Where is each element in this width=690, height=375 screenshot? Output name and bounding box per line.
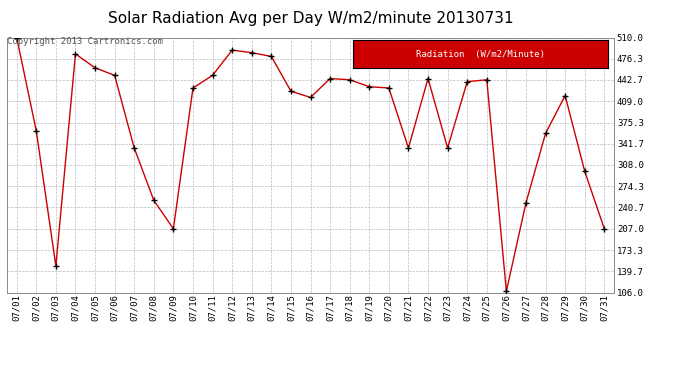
Text: Copyright 2013 Cartronics.com: Copyright 2013 Cartronics.com bbox=[7, 38, 163, 46]
Text: Solar Radiation Avg per Day W/m2/minute 20130731: Solar Radiation Avg per Day W/m2/minute … bbox=[108, 11, 513, 26]
